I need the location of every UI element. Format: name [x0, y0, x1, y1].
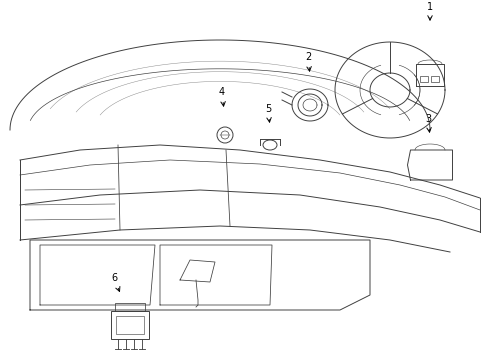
Bar [111, 311, 149, 339]
Text: 1: 1 [427, 2, 433, 20]
Bar [420, 76, 428, 82]
Text: 4: 4 [219, 87, 225, 106]
Bar [431, 76, 439, 82]
Text: 6: 6 [111, 273, 120, 292]
Text: 5: 5 [265, 104, 271, 122]
Bar [116, 316, 144, 334]
Bar [115, 303, 145, 311]
Text: 3: 3 [425, 114, 431, 132]
Text: 2: 2 [305, 52, 311, 71]
